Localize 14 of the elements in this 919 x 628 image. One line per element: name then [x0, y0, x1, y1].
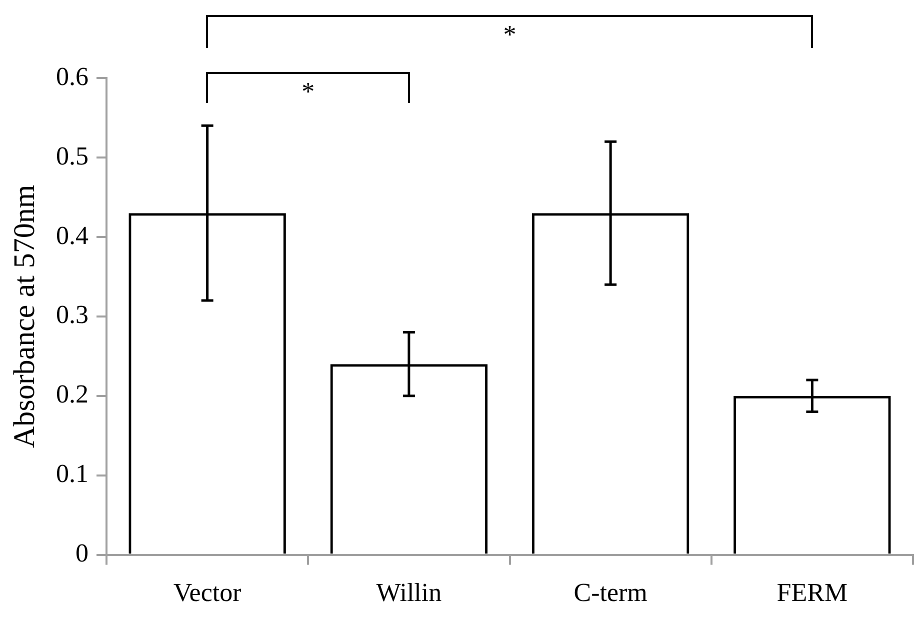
- y-tick-label: 0.5: [56, 141, 88, 170]
- y-tick-label: 0.3: [56, 300, 88, 330]
- y-axis-title: Absorbance at 570nm: [8, 184, 41, 448]
- y-tick-label: 0.4: [56, 220, 88, 250]
- x-tick-label: Willin: [376, 578, 442, 608]
- annotation: *: [302, 76, 315, 106]
- x-tick-label: Vector: [173, 578, 242, 608]
- y-tick-label: 0.2: [56, 380, 88, 409]
- y-tick-label: 0.6: [56, 62, 88, 91]
- x-tick-label: C-term: [574, 578, 648, 608]
- y-tick-label: 0: [76, 538, 88, 568]
- text: *: [503, 20, 516, 49]
- x-tick-label: FERM: [776, 578, 848, 608]
- y-tick-label: 0.1: [56, 459, 88, 488]
